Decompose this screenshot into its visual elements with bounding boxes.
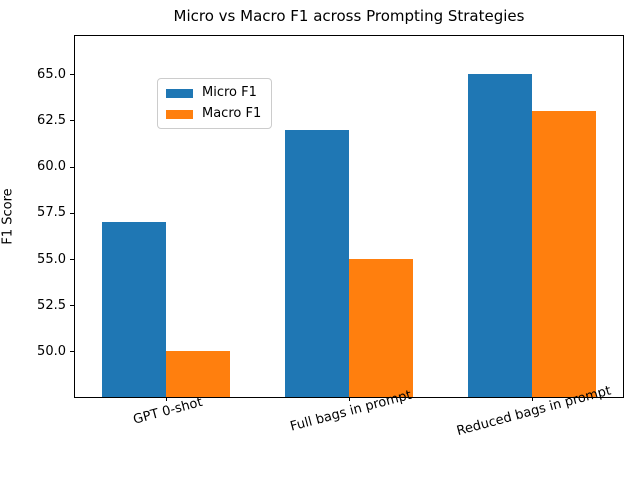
bar	[285, 129, 349, 397]
y-tick-mark	[70, 305, 74, 307]
y-tick-label: 50.0	[37, 343, 66, 359]
macro-f1-swatch-icon	[166, 109, 193, 119]
y-tick-label: 57.5	[37, 205, 66, 221]
plot-area: Micro F1 Macro F1	[74, 35, 624, 398]
y-tick-mark	[70, 120, 74, 122]
y-tick-label: 60.0	[37, 159, 66, 175]
y-tick-label: 62.5	[37, 112, 66, 128]
bar	[468, 74, 532, 397]
legend: Micro F1 Macro F1	[157, 78, 273, 129]
y-tick-label: 65.0	[37, 66, 66, 82]
legend-label-macro-f1: Macro F1	[202, 106, 262, 121]
bar	[349, 259, 413, 397]
x-tick-label: GPT 0-shot	[131, 394, 205, 428]
y-tick-mark	[70, 351, 74, 353]
y-tick-label: 52.5	[37, 297, 66, 313]
legend-item-macro-f1: Macro F1	[166, 106, 261, 122]
legend-item-micro-f1: Micro F1	[166, 85, 261, 101]
micro-f1-swatch-icon	[166, 88, 193, 98]
chart-title: Micro vs Macro F1 across Prompting Strat…	[173, 7, 525, 25]
y-tick-mark	[70, 74, 74, 76]
x-tick-mark	[166, 397, 167, 401]
x-tick-mark	[532, 397, 533, 401]
bar	[102, 222, 166, 397]
y-tick-mark	[70, 166, 74, 168]
legend-label-micro-f1: Micro F1	[202, 85, 257, 100]
y-tick-mark	[70, 212, 74, 214]
y-tick-label: 55.0	[37, 251, 66, 267]
x-tick-mark	[349, 397, 350, 401]
bar	[532, 111, 596, 397]
y-tick-mark	[70, 259, 74, 260]
bar	[166, 351, 230, 397]
